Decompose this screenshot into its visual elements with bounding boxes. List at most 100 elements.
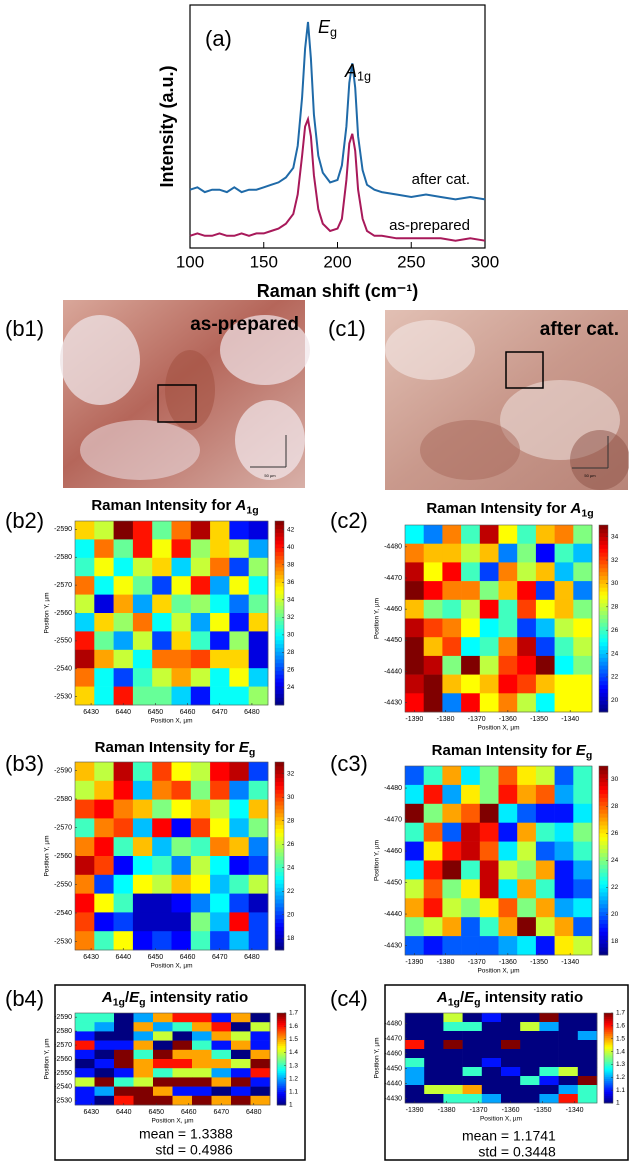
heatmap-cell (171, 799, 192, 819)
heatmap-cell (498, 543, 518, 563)
heatmap-cell (113, 631, 134, 651)
heatmap-cell (172, 1013, 193, 1023)
heatmap-cell (539, 1031, 559, 1041)
heatmap-cell (75, 1031, 95, 1041)
heatmap-cell (248, 893, 269, 913)
text-part: g (474, 996, 480, 1008)
colorbar-tick-label: 32 (287, 614, 295, 621)
stat-sign: = (501, 1128, 509, 1144)
heatmap-cell (231, 1059, 251, 1069)
heatmap-cell (152, 539, 172, 559)
colorbar-segment (275, 930, 284, 935)
colorbar-segment (604, 1029, 613, 1033)
heatmap-cell (94, 837, 114, 857)
heatmap-cell (153, 1049, 173, 1060)
colorbar-tick-label: 32 (611, 557, 619, 564)
x-tick-label: 6460 (181, 1109, 197, 1116)
heatmap-cell (152, 649, 172, 669)
heatmap-cell (479, 898, 499, 918)
heatmap-cell (501, 1067, 521, 1077)
x-tick-label: -1350 (530, 959, 548, 966)
heatmap-cell (210, 686, 230, 706)
heatmap-cell (405, 917, 424, 937)
chart-title: Raman Intensity for Eg (95, 739, 256, 758)
heatmap-cell (554, 936, 574, 956)
colorbar-tick-label: 22 (611, 884, 619, 891)
colorbar-segment (604, 1073, 613, 1076)
heatmap-cell (113, 576, 134, 595)
colorbar-segment (599, 567, 608, 573)
colorbar-frame (274, 520, 285, 706)
heatmap-cell (424, 1085, 444, 1095)
colorbar-segment (275, 844, 284, 849)
y-tick-label: -4460 (384, 848, 402, 855)
heatmap-cell (498, 898, 518, 918)
heatmap-cell (75, 818, 95, 838)
colorbar-segment (275, 567, 284, 572)
heatmap-cell (461, 784, 481, 805)
heatmap-cell (479, 693, 499, 713)
heatmap-cell (211, 1086, 232, 1097)
heatmap-cell (577, 1067, 598, 1077)
heatmap-cell (192, 1086, 212, 1097)
heatmap-cell (190, 521, 211, 540)
heatmap-cell (573, 822, 593, 842)
heatmap-cell (152, 631, 172, 651)
heatmap-cell (248, 668, 269, 687)
heatmap-cell (133, 1040, 154, 1051)
colorbar-segment (275, 918, 284, 923)
heatmap-cell (517, 693, 537, 713)
heatmap-cell (535, 784, 555, 805)
colorbar-segment (599, 680, 608, 686)
heatmap-cell (133, 1077, 154, 1087)
heatmap-cell (132, 912, 153, 932)
colorbar-segment (599, 935, 608, 940)
heatmap-cell (462, 1094, 483, 1104)
heatmap-cell (94, 613, 114, 632)
heatmap-cell (94, 1095, 115, 1106)
heatmap-cell (554, 822, 574, 842)
colorbar-segment (604, 1086, 613, 1089)
heatmap-cell (573, 860, 593, 880)
colorbar-segment (275, 632, 284, 637)
panel-frame (384, 984, 629, 1161)
heatmap-cell (423, 936, 443, 956)
colorbar-segment (599, 777, 608, 783)
heatmap-cell (442, 655, 462, 675)
stat-name: mean (462, 1128, 497, 1144)
colorbar-segment (275, 867, 284, 873)
heatmap-cell (171, 613, 192, 632)
heatmap-cell (461, 693, 481, 713)
heatmap-cell (229, 874, 249, 894)
heatmap-cell (94, 856, 114, 876)
colorbar-segment (599, 618, 608, 623)
heatmap-cell (405, 1076, 425, 1086)
colorbar-segment (275, 586, 284, 591)
colorbar-segment (277, 1093, 286, 1096)
colorbar-segment (599, 602, 608, 608)
colorbar-segment (599, 895, 608, 901)
heatmap-cell (133, 1086, 154, 1097)
heatmap-cell (498, 581, 518, 601)
heatmap-cell (481, 1031, 502, 1041)
colorbar-segment (275, 926, 284, 931)
heatmap-cell (113, 613, 134, 632)
colorbar-tick-label: 1.2 (616, 1074, 625, 1081)
heatmap-cell (554, 581, 574, 601)
x-tick-label: -1380 (438, 1107, 456, 1114)
heatmap-cell (171, 912, 192, 932)
y-tick-label: -4440 (384, 668, 402, 675)
y-axis-label: Position Y, µm (44, 1038, 51, 1079)
heatmap-cell (190, 837, 211, 857)
colorbar-segment (275, 899, 284, 904)
heatmap-cell (554, 693, 574, 713)
heatmap-cell (558, 1058, 579, 1068)
x-tick-label: -1360 (499, 959, 517, 966)
heatmap-cell (211, 1040, 232, 1051)
heatmap-cell (405, 543, 424, 563)
colorbar-segment (604, 1037, 613, 1040)
colorbar-tick-label: 24 (611, 857, 619, 864)
colorbar-segment (599, 943, 608, 948)
colorbar-segment (604, 1028, 613, 1031)
heatmap-cell (171, 856, 192, 876)
